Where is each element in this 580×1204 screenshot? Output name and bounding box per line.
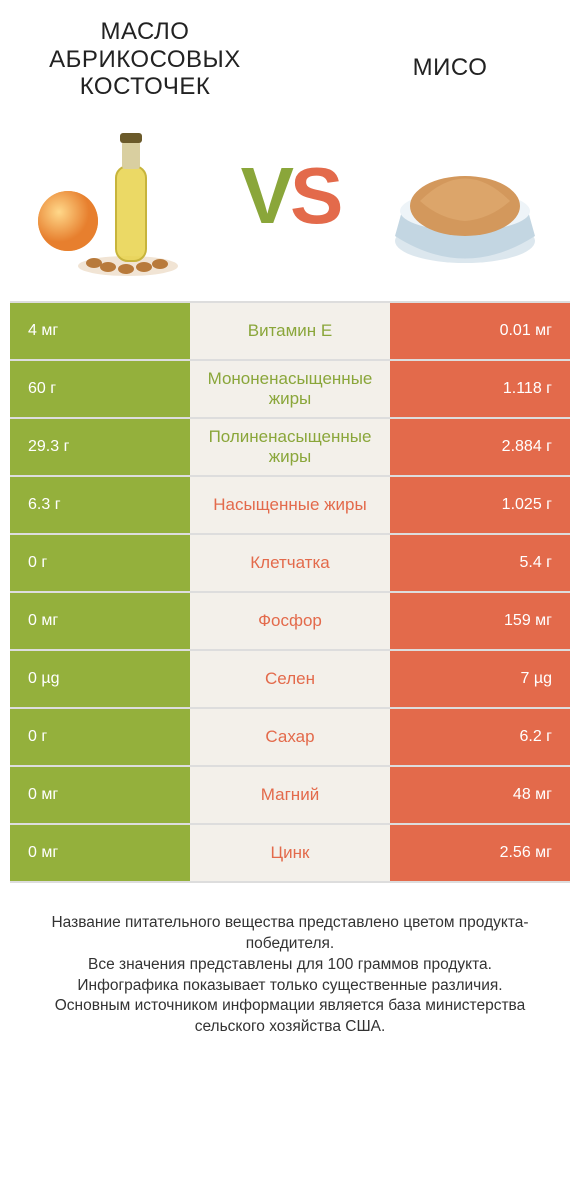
value-right: 7 µg: [390, 651, 570, 707]
footer-line: Все значения представлены для 100 граммо…: [24, 955, 556, 976]
table-row: 0 гКлетчатка5.4 г: [10, 533, 570, 591]
value-left: 29.3 г: [10, 419, 190, 475]
value-right: 48 мг: [390, 767, 570, 823]
value-left: 0 мг: [10, 825, 190, 881]
value-left: 4 мг: [10, 303, 190, 359]
value-right: 2.56 мг: [390, 825, 570, 881]
value-right: 159 мг: [390, 593, 570, 649]
nutrient-label: Клетчатка: [190, 535, 390, 591]
table-row: 0 мгФосфор159 мг: [10, 591, 570, 649]
table-row: 0 µgСелен7 µg: [10, 649, 570, 707]
value-right: 0.01 мг: [390, 303, 570, 359]
value-left: 0 г: [10, 709, 190, 765]
value-right: 5.4 г: [390, 535, 570, 591]
footer-line: Инфографика показывает только существенн…: [24, 976, 556, 997]
product-left-title: МАСЛО АБРИКОСОВЫХ КОСТОЧЕК: [30, 18, 260, 101]
table-row: 0 мгЦинк2.56 мг: [10, 823, 570, 883]
product-left-image: [30, 111, 200, 281]
vs-label: VS: [241, 150, 340, 242]
value-left: 0 µg: [10, 651, 190, 707]
value-left: 60 г: [10, 361, 190, 417]
images-row: VS: [0, 101, 580, 301]
product-right-image: [380, 111, 550, 281]
value-left: 6.3 г: [10, 477, 190, 533]
value-right: 2.884 г: [390, 419, 570, 475]
value-right: 6.2 г: [390, 709, 570, 765]
vs-s: S: [290, 151, 339, 240]
comparison-table: 4 мгВитамин Е0.01 мг60 гМононенасыщенные…: [10, 301, 570, 883]
table-row: 0 гСахар6.2 г: [10, 707, 570, 765]
value-left: 0 мг: [10, 593, 190, 649]
nutrient-label: Сахар: [190, 709, 390, 765]
vs-v: V: [241, 151, 290, 240]
nutrient-label: Полиненасыщенные жиры: [190, 419, 390, 475]
nutrient-label: Цинк: [190, 825, 390, 881]
footer-line: Основным источником информации является …: [24, 996, 556, 1038]
table-row: 29.3 гПолиненасыщенные жиры2.884 г: [10, 417, 570, 475]
product-right-title: МИСО: [350, 18, 550, 82]
table-row: 6.3 гНасыщенные жиры1.025 г: [10, 475, 570, 533]
nutrient-label: Фосфор: [190, 593, 390, 649]
footer-notes: Название питательного вещества представл…: [0, 883, 580, 1039]
table-row: 0 мгМагний48 мг: [10, 765, 570, 823]
value-left: 0 мг: [10, 767, 190, 823]
table-row: 4 мгВитамин Е0.01 мг: [10, 301, 570, 359]
nutrient-label: Селен: [190, 651, 390, 707]
header: МАСЛО АБРИКОСОВЫХ КОСТОЧЕК МИСО: [0, 0, 580, 101]
value-left: 0 г: [10, 535, 190, 591]
value-right: 1.025 г: [390, 477, 570, 533]
nutrient-label: Магний: [190, 767, 390, 823]
nutrient-label: Мононенасыщенные жиры: [190, 361, 390, 417]
value-right: 1.118 г: [390, 361, 570, 417]
nutrient-label: Витамин Е: [190, 303, 390, 359]
nutrient-label: Насыщенные жиры: [190, 477, 390, 533]
footer-line: Название питательного вещества представл…: [24, 913, 556, 955]
table-row: 60 гМононенасыщенные жиры1.118 г: [10, 359, 570, 417]
